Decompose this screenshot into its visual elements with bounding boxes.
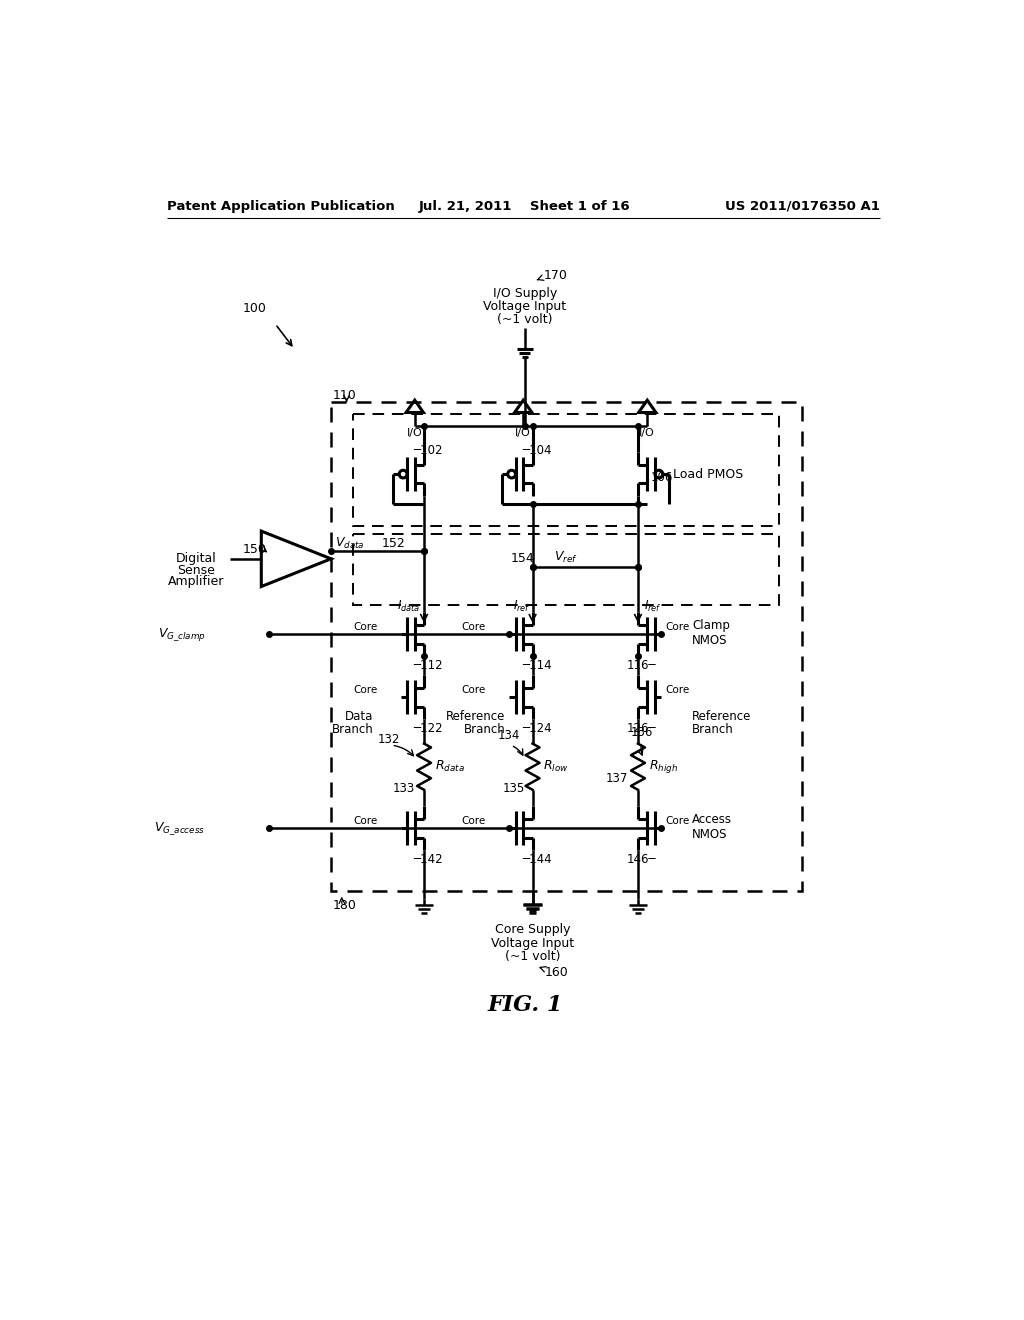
Text: Core: Core xyxy=(665,816,689,825)
Text: NMOS: NMOS xyxy=(692,634,728,647)
Text: ─142: ─142 xyxy=(414,853,442,866)
Text: Clamp: Clamp xyxy=(692,619,730,631)
Text: 154: 154 xyxy=(511,552,535,565)
Text: Branch: Branch xyxy=(464,723,506,737)
Text: ─114: ─114 xyxy=(521,659,551,672)
Text: Branch: Branch xyxy=(332,723,374,737)
Text: ─102: ─102 xyxy=(414,445,442,458)
Text: Core: Core xyxy=(353,685,378,694)
Text: 132: 132 xyxy=(378,733,400,746)
Text: US 2011/0176350 A1: US 2011/0176350 A1 xyxy=(725,199,880,213)
Text: Load PMOS: Load PMOS xyxy=(673,467,743,480)
Text: 116─: 116─ xyxy=(627,659,656,672)
Text: Reference: Reference xyxy=(692,710,752,723)
Text: 126─: 126─ xyxy=(627,722,656,735)
Text: I/O: I/O xyxy=(515,428,531,437)
Text: 133: 133 xyxy=(393,781,416,795)
Text: ─104: ─104 xyxy=(521,445,551,458)
Text: Core: Core xyxy=(462,685,486,694)
Bar xyxy=(331,401,802,891)
Text: I/O: I/O xyxy=(639,428,655,437)
Text: $R_{data}$: $R_{data}$ xyxy=(435,759,465,775)
Text: 100: 100 xyxy=(243,302,266,315)
Text: 170: 170 xyxy=(544,269,567,282)
Text: $I_{data}$: $I_{data}$ xyxy=(397,598,421,614)
Text: (~1 volt): (~1 volt) xyxy=(505,949,560,962)
Text: Sense: Sense xyxy=(177,564,215,577)
Text: Core Supply: Core Supply xyxy=(495,924,570,936)
Text: I/O Supply: I/O Supply xyxy=(493,286,557,300)
Text: Jul. 21, 2011    Sheet 1 of 16: Jul. 21, 2011 Sheet 1 of 16 xyxy=(419,199,631,213)
Bar xyxy=(352,414,779,527)
Text: $I_{ref}$: $I_{ref}$ xyxy=(644,598,662,614)
Text: 106: 106 xyxy=(650,471,673,483)
Text: $V_{ref}$: $V_{ref}$ xyxy=(554,549,578,565)
Text: Amplifier: Amplifier xyxy=(168,576,224,589)
Text: Voltage Input: Voltage Input xyxy=(483,300,566,313)
Text: 137: 137 xyxy=(605,772,628,785)
Text: 110: 110 xyxy=(333,389,356,403)
Text: Digital: Digital xyxy=(176,552,216,565)
Text: Data: Data xyxy=(345,710,374,723)
Text: 135: 135 xyxy=(503,781,525,795)
Text: ─144: ─144 xyxy=(521,853,551,866)
Text: $V_{G\_access}$: $V_{G\_access}$ xyxy=(155,820,206,837)
Text: $R_{low}$: $R_{low}$ xyxy=(544,759,569,775)
Text: 134: 134 xyxy=(498,730,520,742)
Text: ─122: ─122 xyxy=(414,722,442,735)
Text: Core: Core xyxy=(462,816,486,825)
Text: 150: 150 xyxy=(243,543,266,556)
Text: 160: 160 xyxy=(544,966,568,979)
Text: Access: Access xyxy=(692,813,732,825)
Text: 146─: 146─ xyxy=(627,853,656,866)
Text: Core: Core xyxy=(665,685,689,694)
Text: ─124: ─124 xyxy=(521,722,551,735)
Bar xyxy=(352,535,779,605)
Text: ─112: ─112 xyxy=(414,659,442,672)
Text: Branch: Branch xyxy=(692,723,734,737)
Text: $V_{G\_clamp}$: $V_{G\_clamp}$ xyxy=(158,626,206,643)
Text: 180: 180 xyxy=(333,899,356,912)
Text: $R_{high}$: $R_{high}$ xyxy=(649,758,678,775)
Text: Patent Application Publication: Patent Application Publication xyxy=(167,199,394,213)
Text: Core: Core xyxy=(353,816,378,825)
Text: Reference: Reference xyxy=(446,710,506,723)
Text: I/O: I/O xyxy=(407,428,423,437)
Text: $V_{data}$: $V_{data}$ xyxy=(335,536,365,550)
Text: (~1 volt): (~1 volt) xyxy=(497,313,553,326)
Text: 152: 152 xyxy=(381,537,406,550)
Text: NMOS: NMOS xyxy=(692,828,728,841)
Text: 136: 136 xyxy=(630,726,652,739)
Text: $I_{ref}$: $I_{ref}$ xyxy=(513,598,531,614)
Text: Core: Core xyxy=(665,622,689,631)
Text: FIG. 1: FIG. 1 xyxy=(487,994,562,1016)
Text: Core: Core xyxy=(353,622,378,631)
Text: Voltage Input: Voltage Input xyxy=(490,936,574,949)
Text: Core: Core xyxy=(462,622,486,631)
